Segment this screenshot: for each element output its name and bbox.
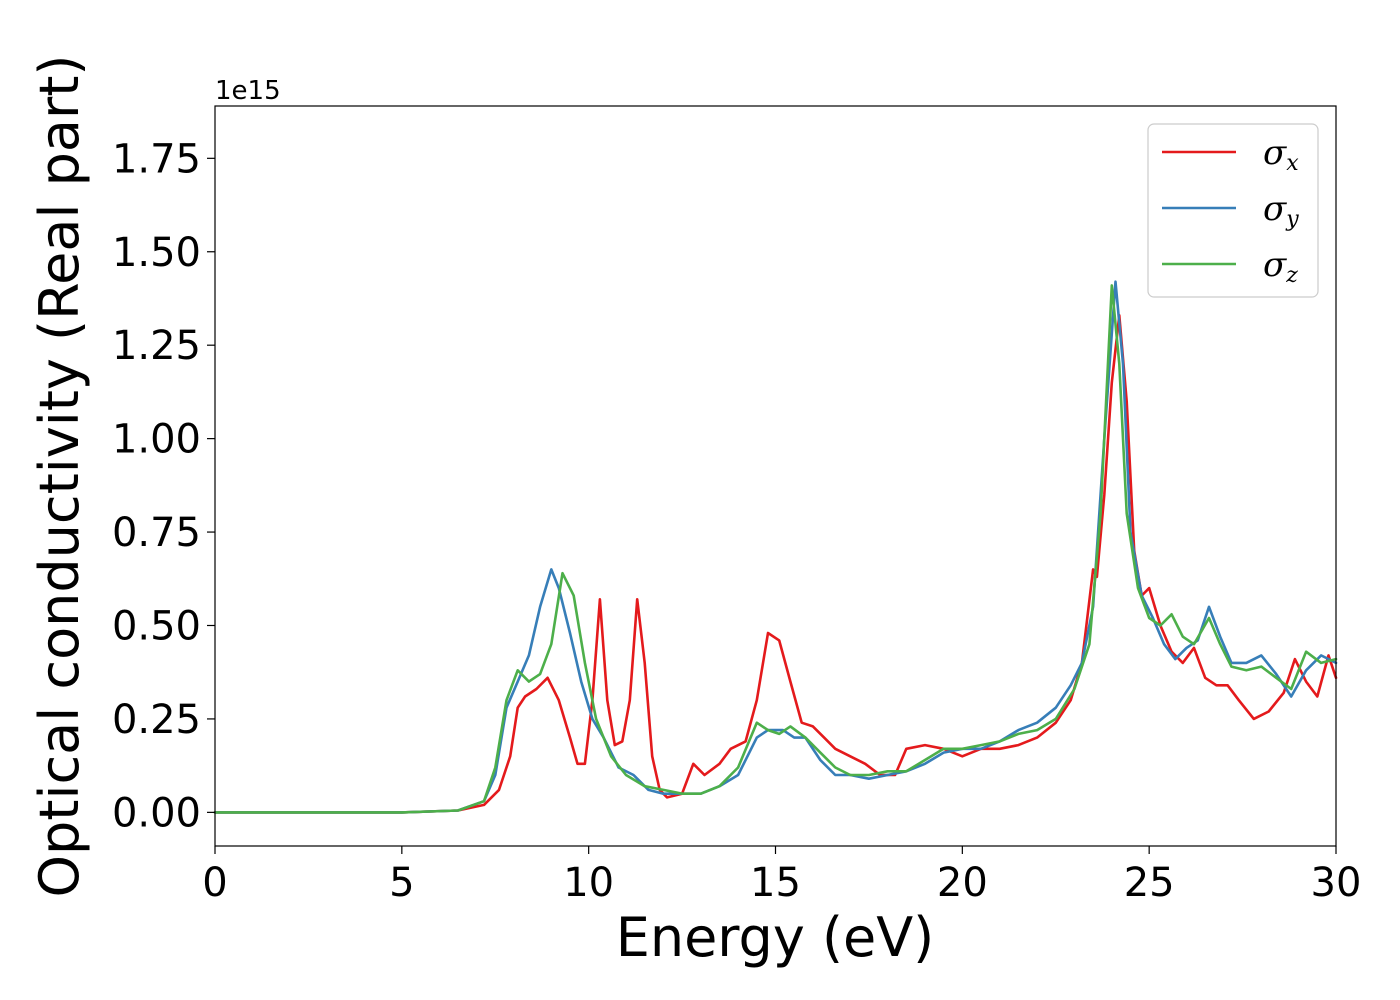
legend-label-y: σy bbox=[1263, 189, 1299, 232]
x-tick-label: 10 bbox=[563, 860, 614, 906]
x-tick-label: 25 bbox=[1124, 860, 1175, 906]
series-layer bbox=[213, 280, 1338, 814]
series-line-x bbox=[213, 314, 1338, 814]
y-tick-label: 0.00 bbox=[112, 790, 201, 836]
y-offset-label: 1e15 bbox=[215, 76, 281, 106]
series-line-z bbox=[213, 284, 1338, 814]
y-tick-label: 1.75 bbox=[112, 136, 201, 182]
y-tick-label: 1.50 bbox=[112, 230, 201, 276]
x-ticks: 0 5 10 15 20 25 30 bbox=[202, 846, 1361, 906]
x-tick-label: 0 bbox=[202, 860, 227, 906]
x-tick-label: 15 bbox=[750, 860, 801, 906]
legend: σx σy σz bbox=[1147, 123, 1319, 298]
x-axis-title: Energy (eV) bbox=[616, 906, 935, 969]
legend-label-x: σx bbox=[1263, 133, 1299, 176]
x-tick-label: 30 bbox=[1311, 860, 1362, 906]
series-line-y bbox=[213, 280, 1338, 814]
y-tick-label: 1.25 bbox=[112, 323, 201, 369]
x-tick-label: 20 bbox=[937, 860, 988, 906]
y-tick-label: 0.50 bbox=[112, 603, 201, 649]
y-tick-label: 0.75 bbox=[112, 510, 201, 556]
x-tick-label: 5 bbox=[389, 860, 414, 906]
y-axis-title: Optical conductivity (Real part) bbox=[28, 55, 91, 898]
y-tick-label: 1.00 bbox=[112, 417, 201, 463]
legend-label-z: σz bbox=[1263, 245, 1298, 288]
y-ticks: 0.00 0.25 0.50 0.75 1.00 1.25 1.50 1.75 bbox=[112, 136, 215, 836]
y-tick-label: 0.25 bbox=[112, 697, 201, 743]
legend-box bbox=[1147, 123, 1319, 298]
